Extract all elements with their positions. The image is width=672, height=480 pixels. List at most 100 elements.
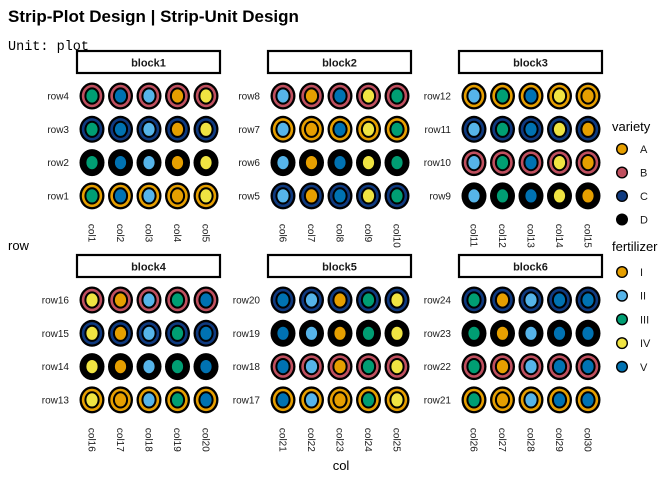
facet-strip-label: block2 xyxy=(322,58,357,70)
facet-strip-label: block1 xyxy=(131,58,166,70)
row-tick-label: row6 xyxy=(238,158,260,169)
plot-point-row20-col21 xyxy=(270,286,296,314)
plot-point-row15-col20 xyxy=(193,319,219,347)
fertilizer-dot xyxy=(582,189,594,203)
fertilizer-dot xyxy=(200,89,212,103)
facet-strip-label: block4 xyxy=(131,262,167,274)
legend-key-fertilizer-I xyxy=(616,266,628,278)
plot-point-row1-col5 xyxy=(193,182,219,210)
col-tick-label: col22 xyxy=(305,428,316,452)
legend-label-variety: B xyxy=(640,168,647,180)
fertilizer-dot xyxy=(496,293,509,307)
col-tick-label: col28 xyxy=(525,428,536,452)
facet-block6: block6 row24 row23 row22 row21 col26 col27 col2… xyxy=(424,253,604,452)
plot-point-row6-col6 xyxy=(270,149,296,177)
fertilizer-dot xyxy=(525,360,537,374)
fertilizer-dot xyxy=(334,360,346,374)
facet-strip xyxy=(457,253,604,279)
plot-point-row18-col23 xyxy=(327,353,353,381)
fertilizer-dot xyxy=(553,393,566,407)
fertilizer-dot xyxy=(143,189,155,203)
legend-label-variety: D xyxy=(640,215,648,227)
facet-block3: block3 row12 row11 row10 row9 col11 col12 col13… xyxy=(424,49,604,248)
plot-point-row12-col13 xyxy=(518,82,544,110)
fertilizer-dot xyxy=(114,326,127,340)
plot-point-row13-col19 xyxy=(165,386,190,414)
legend-key-fill xyxy=(617,167,627,178)
col-tick-label: col12 xyxy=(496,224,507,248)
plot-point-row10-col13 xyxy=(518,149,544,177)
fertilizer-dot xyxy=(277,89,289,103)
plot-point-row11-col15 xyxy=(575,115,601,143)
plot-point-row11-col11 xyxy=(461,115,487,143)
plot-point-row8-col6 xyxy=(270,82,296,110)
fertilizer-dot xyxy=(277,156,289,170)
col-tick-label: col8 xyxy=(334,224,345,243)
fertilizer-dot xyxy=(334,156,346,170)
facet-block2: block2 row8 row7 row6 row5 col6 col7 col8 col9 co… xyxy=(238,49,413,248)
col-tick-label: col21 xyxy=(277,428,288,452)
fertilizer-dot xyxy=(391,326,403,340)
legend-key-variety-C xyxy=(616,190,628,202)
row-tick-label: row17 xyxy=(233,395,261,406)
legend-key-fill xyxy=(617,267,627,277)
fertilizer-dot xyxy=(305,156,318,170)
fertilizer-dot xyxy=(391,393,403,407)
legend-label-fertilizer: IV xyxy=(640,338,651,350)
fertilizer-dot xyxy=(496,156,509,170)
row-tick-label: row13 xyxy=(42,395,70,406)
fertilizer-dot xyxy=(362,393,375,407)
fertilizer-dot xyxy=(334,293,346,307)
plot-point-row6-col10 xyxy=(384,149,410,177)
plot-point-row8-col9 xyxy=(356,82,381,110)
plot-point-row24-col28 xyxy=(518,286,544,314)
plot-point-row16-col18 xyxy=(136,286,162,314)
fertilizer-dot xyxy=(468,293,480,307)
plot-point-row17-col23 xyxy=(327,386,353,414)
fertilizer-dot xyxy=(582,360,594,374)
fertilizer-dot xyxy=(305,89,318,103)
fertilizer-dot xyxy=(86,189,98,203)
fertilizer-dot xyxy=(391,89,403,103)
plot-point-row7-col8 xyxy=(327,115,353,143)
col-tick-label: col20 xyxy=(200,428,211,452)
fertilizer-dot xyxy=(86,293,98,307)
plot-point-row22-col29 xyxy=(547,353,572,381)
y-axis-title: row xyxy=(8,238,30,253)
plot-point-row11-col13 xyxy=(518,115,544,143)
row-tick-label: row10 xyxy=(424,158,452,169)
plot-point-row11-col12 xyxy=(490,115,515,143)
plot-point-row1-col3 xyxy=(136,182,162,210)
col-tick-label: col13 xyxy=(525,224,536,248)
plot-point-row13-col17 xyxy=(108,386,133,414)
plot-point-row21-col28 xyxy=(518,386,544,414)
plot-point-row20-col22 xyxy=(299,286,324,314)
plot-point-row17-col24 xyxy=(356,386,381,414)
plot-point-row21-col26 xyxy=(461,386,487,414)
plot-point-row20-col25 xyxy=(384,286,410,314)
fertilizer-dot xyxy=(171,360,184,374)
facet-panels: block1 row4 row3 row2 row1 col1 col2 col3 col4 co… xyxy=(42,49,604,452)
fertilizer-dot xyxy=(582,156,594,170)
legend-key-fill xyxy=(617,291,627,301)
fertilizer-dot xyxy=(334,326,346,340)
fertilizer-dot xyxy=(171,122,184,136)
fertilizer-dot xyxy=(86,360,98,374)
fertilizer-dot xyxy=(277,360,289,374)
col-tick-label: col4 xyxy=(171,224,182,243)
col-tick-label: col6 xyxy=(277,224,288,243)
fertilizer-dot xyxy=(171,326,184,340)
plot-point-row12-col14 xyxy=(547,82,572,110)
fertilizer-dot xyxy=(86,89,98,103)
plot-point-row9-col13 xyxy=(518,182,544,210)
fertilizer-dot xyxy=(553,293,566,307)
plot-point-row4-col4 xyxy=(165,82,190,110)
plot-point-row20-col23 xyxy=(327,286,353,314)
row-tick-label: row16 xyxy=(42,296,70,307)
fertilizer-dot xyxy=(391,156,403,170)
plot-point-row3-col5 xyxy=(193,115,219,143)
legend-title-variety: variety xyxy=(612,119,651,134)
col-tick-label: col25 xyxy=(391,428,402,452)
plot-point-row7-col10 xyxy=(384,115,410,143)
plot-point-row14-col20 xyxy=(193,353,219,381)
